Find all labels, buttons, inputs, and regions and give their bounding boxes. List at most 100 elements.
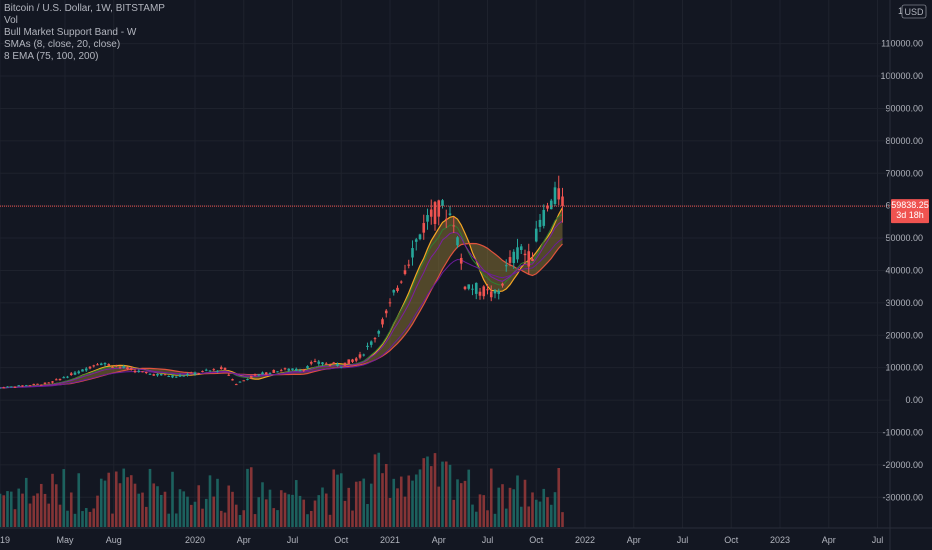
- volume-bar: [219, 510, 223, 527]
- candle-body: [504, 265, 508, 267]
- volume-bar: [249, 467, 253, 527]
- legend-vol[interactable]: Vol: [4, 15, 18, 26]
- candle-body: [426, 215, 429, 222]
- candle-body: [478, 291, 482, 296]
- currency-selector[interactable]: USD: [901, 4, 927, 19]
- candle-body: [54, 379, 58, 381]
- volume-bar: [39, 483, 43, 527]
- candle-body: [444, 218, 448, 220]
- candle-body: [336, 363, 339, 366]
- y-tick-label: -30000.00: [882, 492, 923, 502]
- candle-body: [508, 257, 512, 263]
- candle-body: [369, 341, 373, 345]
- candle-body: [354, 358, 358, 361]
- y-tick-label: -10000.00: [882, 427, 923, 437]
- x-tick-label: 2023: [770, 535, 790, 545]
- candle-body: [126, 367, 129, 370]
- candle-body: [422, 223, 426, 233]
- candle-body: [66, 376, 69, 378]
- candle-body: [39, 384, 43, 386]
- candle-body: [452, 225, 456, 227]
- volume-bar: [58, 504, 62, 527]
- volume-bar: [437, 486, 441, 527]
- volume-bar: [43, 493, 47, 527]
- x-axis[interactable]: 19 May Aug 2020 Apr Jul Oct 2021 Apr Jul Oct 2022 Ap…: [0, 527, 932, 545]
- volume-bar: [272, 508, 276, 527]
- candle-body: [264, 372, 268, 375]
- candle-body: [339, 366, 343, 368]
- volume-bar: [51, 473, 54, 527]
- volume-bar: [489, 468, 493, 527]
- volume-bar: [268, 489, 272, 527]
- candle-body: [538, 219, 542, 227]
- volume-bar: [531, 492, 534, 527]
- volume-bar: [317, 495, 321, 527]
- candle-body: [437, 200, 441, 217]
- volume-bar: [381, 473, 384, 527]
- volume-bar: [133, 483, 137, 527]
- x-tick-label: Apr: [237, 535, 251, 545]
- volume-bar: [516, 475, 519, 527]
- volume-bar: [354, 481, 358, 527]
- volume-bar: [62, 469, 66, 527]
- volume-bar: [182, 491, 186, 527]
- volume-bar: [313, 500, 317, 527]
- candle-body: [549, 200, 553, 210]
- candle-body: [62, 377, 66, 379]
- candle-body: [129, 368, 133, 370]
- candle-body: [6, 386, 9, 388]
- volume-bar: [279, 490, 283, 527]
- volume-bar: [118, 483, 122, 527]
- candle-body: [414, 239, 418, 242]
- volume-bar: [77, 473, 81, 527]
- candle-body: [501, 283, 504, 286]
- volume-bar: [141, 492, 144, 527]
- x-tick-label: Apr: [822, 535, 836, 545]
- volume-bar: [324, 493, 328, 527]
- volume-bar: [36, 493, 39, 527]
- candle-body: [227, 374, 231, 376]
- legend-smas[interactable]: SMAs (8, close, 20, close): [4, 39, 121, 50]
- candle-body: [261, 372, 264, 375]
- volume-bar: [148, 468, 152, 527]
- volume-bar: [504, 508, 508, 527]
- candle-body: [411, 248, 414, 258]
- currency-label[interactable]: USD: [904, 7, 924, 17]
- candle-body: [242, 380, 246, 382]
- candle-body: [249, 375, 253, 378]
- volume-bar: [388, 497, 392, 527]
- candle-body: [32, 383, 36, 385]
- candle-body: [519, 246, 523, 250]
- candle-body: [114, 365, 118, 367]
- volume-bar: [54, 484, 58, 527]
- candle-body: [201, 370, 204, 372]
- candle-body: [366, 345, 369, 347]
- candle-body: [328, 364, 332, 366]
- volume-bar: [238, 514, 242, 527]
- legend-ema[interactable]: 8 EMA (75, 100, 200): [4, 51, 99, 62]
- candle-body: [279, 370, 283, 372]
- volume-bar: [13, 509, 17, 527]
- y-axis[interactable]: 110000.00 100000.00 90000.00 80000.00 70000.…: [880, 0, 923, 550]
- candle-body: [88, 366, 92, 369]
- candle-body: [351, 359, 354, 362]
- volume-bars: [0, 452, 564, 527]
- volume-bar: [444, 461, 448, 527]
- volume-bar: [137, 493, 141, 527]
- legend-band[interactable]: Bull Market Support Band - W: [4, 27, 137, 38]
- volume-bar: [28, 503, 32, 527]
- candle-body: [362, 354, 366, 356]
- candle-body: [171, 375, 174, 378]
- candle-body: [343, 362, 347, 366]
- volume-bar: [193, 501, 197, 527]
- symbol-title[interactable]: Bitcoin / U.S. Dollar, 1W, BITSTAMP: [4, 3, 165, 14]
- volume-bar: [414, 474, 418, 527]
- volume-bar: [328, 514, 332, 527]
- volume-bar: [471, 504, 474, 527]
- volume-bar: [298, 495, 302, 527]
- volume-bar: [429, 466, 433, 527]
- volume-bar: [156, 486, 159, 527]
- candle-body: [174, 376, 178, 378]
- volume-bar: [478, 494, 482, 527]
